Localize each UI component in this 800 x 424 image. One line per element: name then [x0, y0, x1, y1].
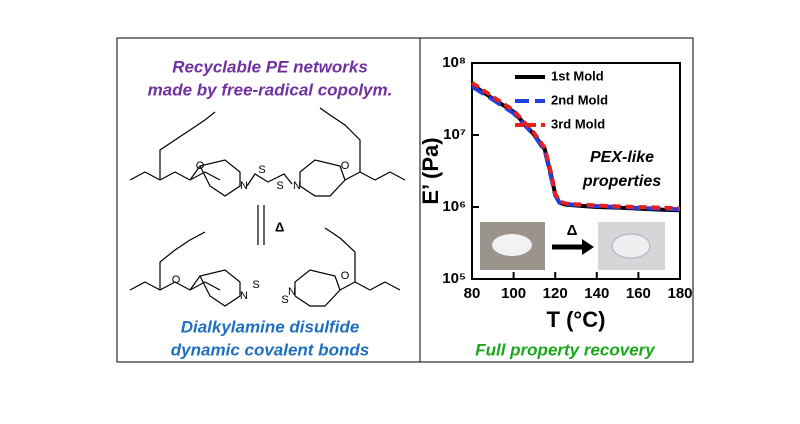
legend-label: 2nd Mold	[551, 92, 608, 107]
bond	[129, 171, 221, 181]
bond	[129, 281, 221, 291]
sample-powder	[492, 234, 532, 256]
annotation: PEX-like	[590, 149, 654, 166]
x-axis-label: T (°C)	[547, 307, 606, 332]
y-tick-label: 10⁸	[442, 54, 466, 71]
bond	[159, 231, 206, 290]
atom: O	[196, 160, 205, 172]
x-tick-label: 140	[584, 285, 609, 302]
bond	[319, 107, 361, 172]
title-line: made by free-radical copolym.	[148, 80, 393, 99]
bond	[189, 159, 241, 197]
atom: N	[240, 180, 248, 192]
bond	[294, 269, 341, 307]
atom: S	[281, 294, 288, 306]
bond	[344, 171, 406, 181]
bottom-line: dynamic covalent bonds	[171, 340, 369, 359]
x-tick-label: 120	[543, 285, 568, 302]
y-tick-label: 10⁵	[442, 270, 466, 287]
atom: S	[258, 164, 265, 176]
atom: O	[341, 160, 350, 172]
atom: S	[276, 180, 283, 192]
atom: N	[240, 290, 248, 302]
bond	[189, 269, 241, 307]
atom: O	[341, 270, 350, 282]
atom: N	[288, 286, 296, 298]
x-tick-label: 180	[667, 285, 692, 302]
y-tick-label: 10⁶	[442, 198, 466, 215]
x-tick-label: 100	[501, 285, 526, 302]
inset-label: Δ	[567, 222, 578, 239]
inset-arrowhead	[582, 239, 594, 255]
atom: S	[252, 279, 259, 291]
bond	[339, 281, 401, 291]
plot-frame	[471, 62, 681, 280]
bond	[299, 159, 346, 197]
legend-label: 1st Mold	[551, 68, 604, 83]
annotation: properties	[582, 173, 661, 190]
title-line: Recyclable PE networks	[172, 57, 368, 76]
atom: N	[293, 180, 301, 192]
bottom-line: Dialkylamine disulfide	[181, 317, 360, 336]
bond	[246, 173, 293, 187]
footer: Full property recovery	[475, 340, 656, 359]
chart: 10⁵ 10⁶ 10⁷ 10⁸ 80 100 120 140 160 180 T (°C) E’ (P…	[418, 54, 693, 332]
x-tick-label: 160	[626, 285, 651, 302]
sample-film	[611, 233, 651, 259]
y-tick-label: 10⁷	[443, 126, 466, 143]
bond	[324, 227, 356, 282]
series-line	[470, 81, 681, 211]
structure: O N S S N O Δ O N S S N O	[129, 107, 406, 307]
frame	[116, 37, 694, 363]
legend-label: 3rd Mold	[551, 116, 605, 131]
atom: O	[172, 274, 181, 286]
heat-label: Δ	[275, 219, 284, 234]
bond	[159, 111, 216, 180]
y-axis-label: E’ (Pa)	[418, 137, 443, 204]
x-tick-label: 80	[464, 285, 481, 302]
